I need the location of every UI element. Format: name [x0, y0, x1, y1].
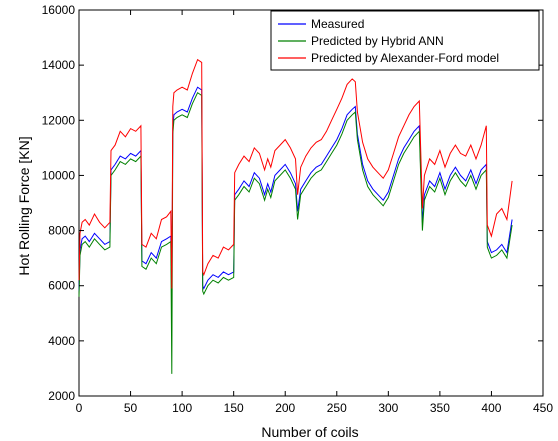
legend-label: Predicted by Hybrid ANN — [311, 34, 444, 48]
y-tick-label: 8000 — [48, 224, 75, 238]
legend-label: Predicted by Alexander-Ford model — [311, 51, 499, 65]
y-tick-label: 2000 — [48, 389, 75, 403]
x-tick-label: 200 — [275, 401, 295, 415]
series-group — [78, 58, 513, 374]
series-line-1 — [78, 86, 513, 300]
y-tick-label: 12000 — [42, 113, 76, 127]
x-tick-label: 250 — [327, 401, 347, 415]
plot-frame — [78, 9, 544, 397]
series-line-3 — [78, 58, 513, 289]
x-tick-label: 0 — [76, 401, 83, 415]
y-tick-label: 6000 — [48, 279, 75, 293]
legend: Measured Predicted by Hybrid ANN Predicted… — [270, 10, 540, 71]
y-tick-label: 4000 — [48, 334, 75, 348]
y-tick-label: 16000 — [42, 3, 76, 17]
x-tick-label: 50 — [124, 401, 138, 415]
legend-label: Measured — [311, 17, 364, 31]
tick-labels: 0 50 100 150 200 250 300 350 400 450 2000 4000 6000 8… — [42, 3, 554, 415]
y-tick-label: 10000 — [42, 168, 76, 182]
x-tick-label: 450 — [533, 401, 553, 415]
legend-box — [270, 10, 540, 71]
x-tick-label: 300 — [378, 401, 398, 415]
y-axis-label: Hot Rolling Force [KN] — [16, 136, 32, 275]
x-tick-label: 350 — [430, 401, 450, 415]
x-tick-label: 100 — [172, 401, 192, 415]
x-tick-label: 400 — [481, 401, 501, 415]
series-line-2 — [78, 91, 513, 374]
x-tick-label: 150 — [224, 401, 244, 415]
x-axis-label: Number of coils — [261, 424, 358, 440]
plot-area — [78, 9, 544, 397]
y-tick-label: 14000 — [42, 58, 76, 72]
